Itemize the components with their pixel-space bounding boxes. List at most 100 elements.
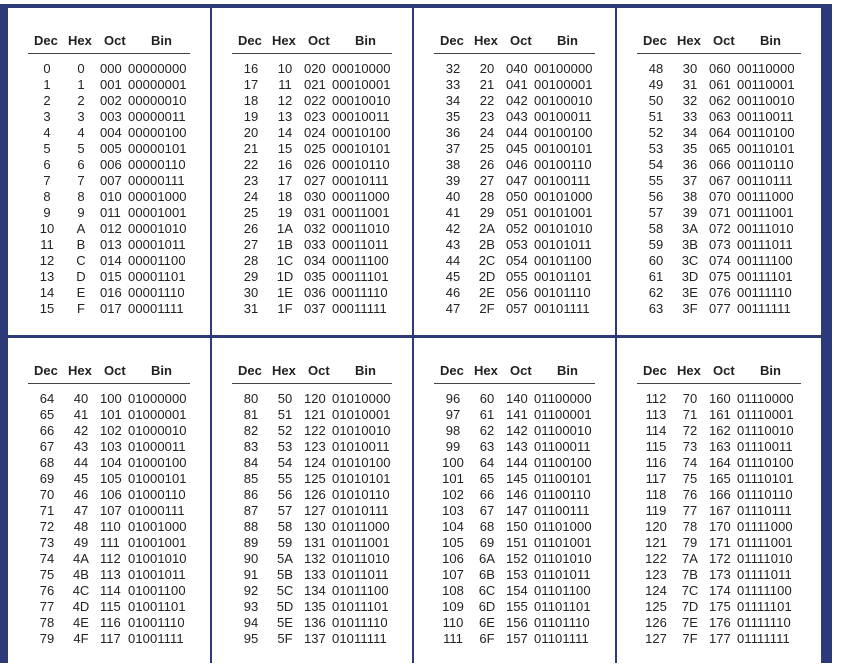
cell-oct: 012 — [100, 221, 122, 236]
cell-dec: 117 — [645, 471, 667, 486]
header-dec: Dec — [238, 33, 262, 48]
cell-oct: 013 — [100, 237, 122, 252]
cell-hex: 20 — [479, 61, 495, 76]
cell-bin: 00000000 — [128, 61, 187, 76]
cell-dec: 70 — [39, 487, 55, 502]
cell-dec: 108 — [442, 583, 464, 598]
cell-hex: 7C — [681, 583, 699, 598]
cell-hex: 42 — [73, 423, 89, 438]
cell-bin: 01011111 — [332, 631, 387, 646]
cell-hex: 9 — [77, 205, 85, 220]
cell-oct: 031 — [304, 205, 326, 220]
cell-dec: 6 — [43, 157, 51, 172]
cell-dec: 84 — [243, 455, 259, 470]
cell-dec: 3 — [43, 109, 51, 124]
cell-oct: 001 — [100, 77, 122, 92]
header-oct: Oct — [713, 33, 735, 48]
cell-bin: 00110101 — [737, 141, 795, 156]
cell-oct: 174 — [709, 583, 731, 598]
cell-oct: 016 — [100, 285, 122, 300]
cell-hex: 25 — [479, 141, 495, 156]
cell-hex: 0 — [77, 61, 85, 76]
cell-hex: 68 — [479, 519, 495, 534]
header-rule — [28, 53, 190, 54]
cell-bin: 00110111 — [737, 173, 793, 188]
cell-dec: 72 — [39, 519, 55, 534]
cell-hex: 5C — [276, 583, 294, 598]
cell-hex: D — [76, 269, 86, 284]
cell-dec: 102 — [442, 487, 464, 502]
cell-hex: 78 — [682, 519, 698, 534]
cell-hex: B — [76, 237, 86, 252]
cell-bin: 00110100 — [737, 125, 795, 140]
cell-oct: 033 — [304, 237, 326, 252]
cell-oct: 106 — [100, 487, 122, 502]
cell-dec: 90 — [243, 551, 259, 566]
cell-hex: C — [76, 253, 86, 268]
cell-bin: 01100011 — [534, 439, 591, 454]
cell-oct: 043 — [506, 109, 528, 124]
conversion-table-5: Dec Hex Oct Bin 64 40 100 01000000 65 41 101 010000… — [8, 338, 210, 663]
cell-hex: 34 — [682, 125, 698, 140]
cell-dec: 28 — [243, 253, 259, 268]
cell-hex: 39 — [682, 205, 698, 220]
cell-oct: 057 — [506, 301, 528, 316]
cell-dec: 93 — [243, 599, 259, 614]
cell-hex: 15 — [277, 141, 293, 156]
header-hex: Hex — [68, 363, 92, 378]
cell-hex: 7E — [682, 615, 698, 630]
cell-dec: 2 — [43, 93, 51, 108]
cell-dec: 38 — [445, 157, 461, 172]
cell-oct: 017 — [100, 301, 122, 316]
cell-oct: 011 — [100, 205, 121, 220]
cell-dec: 61 — [648, 269, 664, 284]
cell-hex: 2A — [479, 221, 495, 236]
cell-bin: 00010110 — [332, 157, 390, 172]
cell-bin: 00110110 — [737, 157, 794, 172]
cell-bin: 00100001 — [534, 77, 593, 92]
conversion-grid: Dec Hex Oct Bin 0 0 000 00000000 1 1 001 00000001 2 2… — [8, 8, 822, 666]
cell-oct: 007 — [100, 173, 122, 188]
cell-hex: 72 — [682, 423, 698, 438]
cell-dec: 101 — [442, 471, 464, 486]
cell-dec: 58 — [648, 221, 664, 236]
cell-bin: 00100100 — [534, 125, 593, 140]
conversion-table-8: Dec Hex Oct Bin 112 70 160 01110000 113 71 161 0111… — [617, 338, 821, 663]
cell-bin: 01101110 — [534, 615, 590, 630]
cell-bin: 00001000 — [128, 189, 187, 204]
cell-bin: 01001101 — [128, 599, 186, 614]
cell-oct: 150 — [506, 519, 528, 534]
cell-hex: 14 — [277, 125, 293, 140]
cell-bin: 00001001 — [128, 205, 187, 220]
cell-bin: 00001011 — [128, 237, 186, 252]
cell-oct: 041 — [506, 77, 528, 92]
cell-oct: 055 — [506, 269, 528, 284]
cell-dec: 42 — [445, 221, 461, 236]
cell-hex: 40 — [73, 391, 89, 406]
cell-bin: 00101100 — [534, 253, 592, 268]
cell-bin: 00001101 — [128, 269, 186, 284]
cell-dec: 109 — [442, 599, 464, 614]
cell-bin: 00000111 — [128, 173, 185, 188]
cell-oct: 131 — [304, 535, 326, 550]
cell-dec: 15 — [39, 301, 55, 316]
cell-bin: 00010111 — [332, 173, 389, 188]
header-bin: Bin — [760, 363, 781, 378]
cell-oct: 170 — [709, 519, 731, 534]
cell-bin: 00101001 — [534, 205, 593, 220]
cell-oct: 115 — [100, 599, 121, 614]
cell-oct: 003 — [100, 109, 122, 124]
cell-hex: 49 — [73, 535, 89, 550]
cell-oct: 173 — [709, 567, 731, 582]
cell-bin: 00001111 — [128, 301, 184, 316]
cell-dec: 30 — [243, 285, 259, 300]
cell-hex: 55 — [277, 471, 293, 486]
cell-dec: 67 — [39, 439, 55, 454]
cell-oct: 121 — [304, 407, 326, 422]
cell-hex: 4D — [72, 599, 90, 614]
cell-oct: 107 — [100, 503, 122, 518]
header-hex: Hex — [272, 33, 296, 48]
cell-dec: 121 — [645, 535, 667, 550]
cell-dec: 9 — [43, 205, 51, 220]
cell-oct: 004 — [100, 125, 122, 140]
